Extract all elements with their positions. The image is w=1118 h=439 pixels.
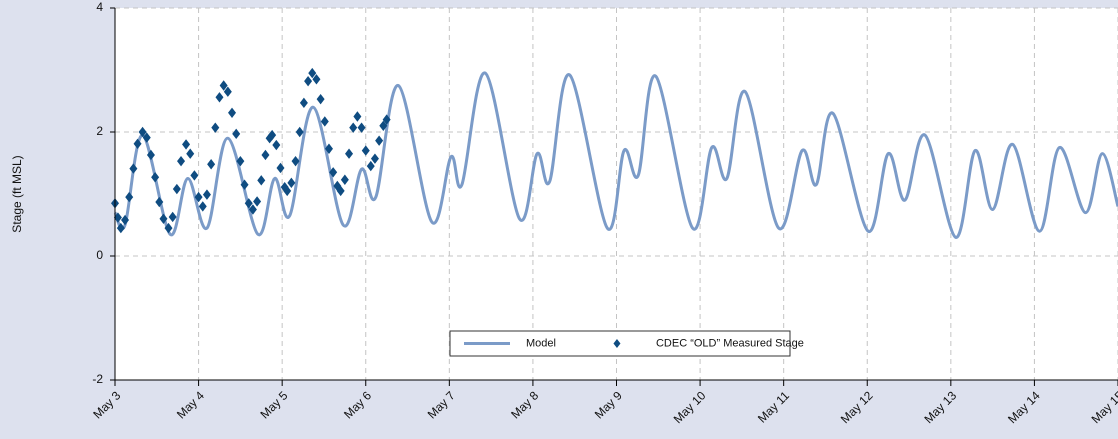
measured-marker (168, 211, 177, 223)
measured-marker (129, 163, 138, 174)
x-tick-label: May 7 (425, 388, 458, 421)
legend-marker (613, 338, 621, 349)
x-tick-label: May 11 (755, 388, 792, 425)
measured-marker (316, 93, 325, 105)
measured-marker (295, 126, 304, 138)
x-tick-label: May 4 (174, 388, 207, 421)
measured-marker (116, 222, 125, 234)
measured-marker (198, 201, 207, 212)
measured-marker (272, 139, 281, 151)
measured-marker (146, 149, 155, 161)
measured-marker (336, 185, 345, 197)
legend-label: Model (526, 337, 556, 349)
measured-marker (223, 86, 232, 97)
measured-marker (268, 129, 277, 141)
measured-marker (304, 75, 313, 87)
model-line (113, 71, 1118, 239)
measured-marker (261, 149, 270, 161)
measured-marker (349, 122, 358, 133)
x-tick-label: May 8 (508, 388, 541, 421)
measured-marker (291, 155, 300, 167)
measured-marker (133, 138, 142, 149)
measured-marker (113, 212, 122, 223)
measured-marker (333, 180, 342, 192)
legend: Model CDEC “OLD” Measured Stage (449, 330, 804, 357)
x-tick-label: May 12 (838, 388, 876, 426)
measured-marker (382, 114, 391, 125)
measured-marker (375, 135, 384, 146)
measured-marker (357, 122, 366, 133)
y-axis-label: Stage (ft MSL) (10, 155, 24, 232)
measured-marker (125, 191, 134, 203)
measured-marker (186, 148, 195, 159)
measured-marker (308, 67, 317, 79)
x-tick-label: May 10 (671, 388, 709, 426)
measured-marker (287, 177, 296, 189)
measured-marker (211, 122, 220, 133)
measured-marker (257, 175, 266, 186)
measured-marker (370, 153, 379, 164)
x-tick-label: May 13 (921, 388, 959, 426)
legend-label: CDEC “OLD” Measured Stage (656, 337, 804, 349)
measured-marker (320, 116, 329, 127)
measured-marker (366, 160, 375, 172)
measured-marker (244, 198, 253, 209)
measured-marker (340, 174, 349, 185)
measured-marker (299, 97, 308, 109)
measured-marker (215, 92, 224, 103)
x-tick-label: May 3 (90, 388, 123, 421)
measured-marker (177, 155, 186, 167)
y-tick-label: 2 (96, 124, 103, 138)
x-tick-label: May 14 (1005, 388, 1043, 426)
measured-marker (345, 148, 354, 159)
x-tick-label: May 6 (341, 388, 374, 421)
measured-marker (379, 120, 388, 131)
x-tick-label: May 9 (592, 388, 625, 421)
measured-marker (232, 128, 241, 140)
measured-marker (194, 191, 203, 203)
measured-marker (353, 111, 362, 122)
measured-marker (253, 196, 262, 207)
measured-marker (276, 162, 285, 174)
measured-marker (142, 132, 151, 143)
y-tick-label: 4 (96, 0, 103, 14)
x-tick-label: May 15 (1089, 388, 1118, 426)
measured-marker (138, 126, 147, 138)
measured-marker (219, 80, 228, 91)
measured-marker (121, 214, 130, 226)
measured-marker (236, 155, 245, 167)
measured-marker (324, 143, 333, 154)
measured-marker (329, 167, 338, 178)
measured-marker (151, 172, 160, 183)
measured-marker (172, 183, 181, 195)
x-tick-label: May 5 (258, 388, 291, 421)
y-tick-label: -2 (92, 372, 103, 386)
measured-marker (190, 170, 199, 181)
measured-marker (312, 74, 321, 85)
measured-marker (248, 204, 257, 215)
measured-marker (202, 189, 211, 200)
measured-marker (164, 222, 173, 234)
measured-marker (361, 145, 370, 156)
measured-marker (207, 159, 216, 170)
measured-marker (155, 196, 164, 208)
measured-marker (240, 179, 249, 190)
measured-marker (182, 139, 191, 150)
measured-marker (159, 213, 168, 224)
measured-marker (283, 185, 292, 197)
measured-marker (228, 107, 237, 118)
data (111, 67, 1118, 239)
y-tick-label: 0 (96, 248, 103, 262)
